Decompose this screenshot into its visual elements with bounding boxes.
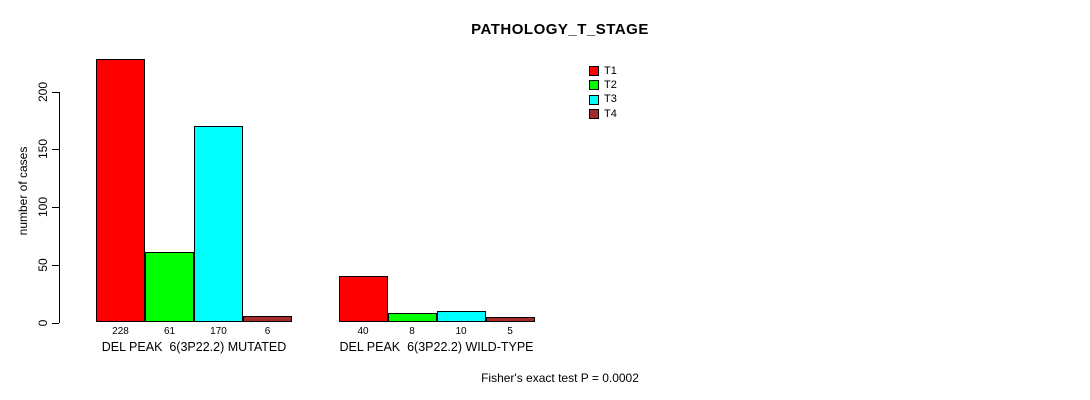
y-tick <box>51 322 59 324</box>
chart-title: PATHOLOGY_T_STAGE <box>471 21 649 38</box>
bar-t1-group2 <box>338 276 388 323</box>
bar-value-label: 170 <box>210 326 227 337</box>
legend-row: T4 <box>589 107 617 121</box>
group-label: DEL PEAK 6(3P22.2) WILD-TYPE <box>339 340 534 354</box>
bar-value-label: 228 <box>112 326 129 337</box>
bar-t4-group2 <box>485 316 535 323</box>
y-tick <box>51 207 59 208</box>
bar-t3-group1 <box>194 126 243 323</box>
bar-t3-group2 <box>436 310 486 323</box>
legend-label: T2 <box>604 78 617 91</box>
legend-swatch-t3 <box>589 94 599 105</box>
y-tick <box>51 264 59 266</box>
legend-row: T1 <box>589 64 617 78</box>
y-tick-label: 100 <box>36 196 50 218</box>
bar-t2-group1 <box>145 252 194 323</box>
y-tick <box>51 91 59 93</box>
y-tick-label: 150 <box>36 139 50 160</box>
group-label: DEL PEAK 6(3P22.2) MUTATED <box>101 340 287 354</box>
bar-value-label: 61 <box>163 326 176 337</box>
legend-row: T3 <box>589 93 617 107</box>
bar-t4-group1 <box>243 315 292 323</box>
legend-label: T4 <box>604 107 617 120</box>
y-tick-label: 200 <box>36 81 50 102</box>
legend-swatch-t4 <box>589 109 599 120</box>
bar-t2-group2 <box>387 313 437 323</box>
bar-t1-group1 <box>96 59 145 323</box>
bar-value-label: 10 <box>455 326 467 337</box>
y-axis-title: number of cases <box>16 146 30 236</box>
legend-label: T3 <box>604 93 617 106</box>
legend-swatch-t1 <box>589 66 599 77</box>
y-tick <box>51 149 59 151</box>
bar-value-label: 6 <box>264 326 271 337</box>
bar-value-label: 8 <box>409 326 415 337</box>
legend: T1 T2 T3 T4 <box>589 64 617 121</box>
legend-label: T1 <box>604 64 617 77</box>
legend-swatch-t2 <box>589 80 599 91</box>
bar-value-label: 5 <box>507 326 513 337</box>
fisher-test-annotation: Fisher's exact test P = 0.0002 <box>481 371 639 385</box>
bar-value-label: 40 <box>357 326 369 337</box>
legend-row: T2 <box>589 78 617 92</box>
y-tick-label: 0 <box>36 319 50 326</box>
y-axis-line <box>58 91 60 323</box>
y-tick-label: 50 <box>36 258 50 272</box>
